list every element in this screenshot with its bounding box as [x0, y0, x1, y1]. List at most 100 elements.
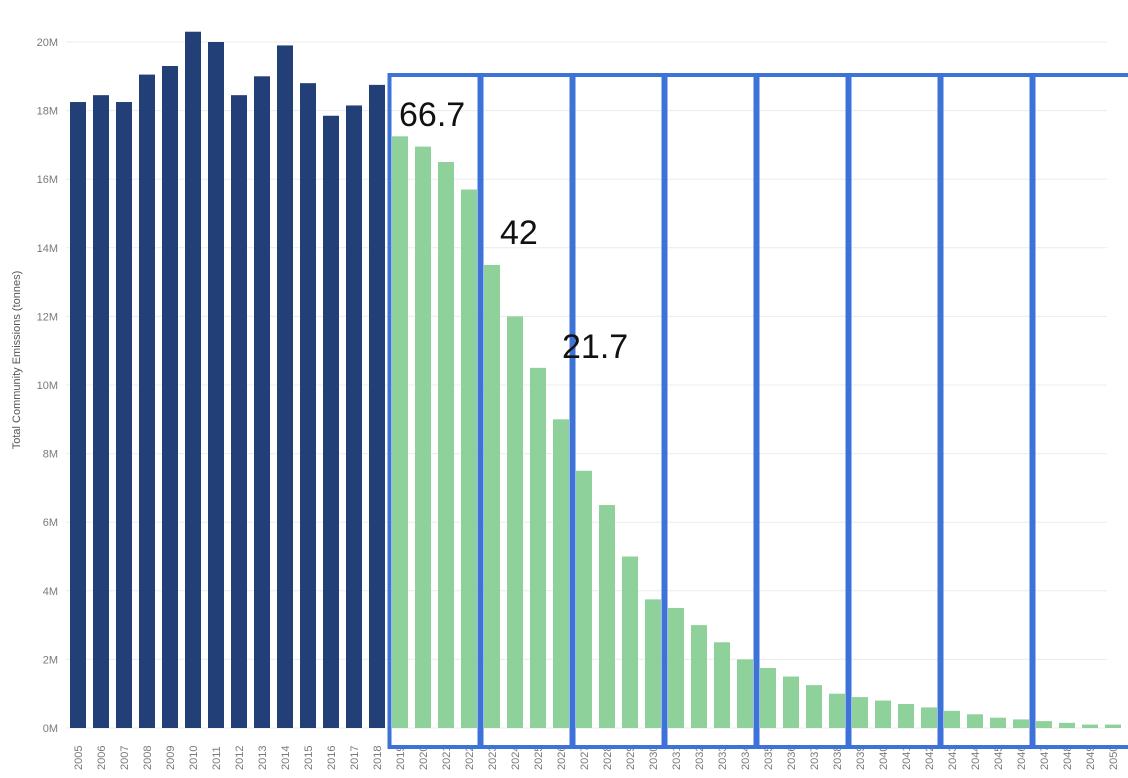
bar-2016 [323, 115, 339, 729]
period-box [847, 73, 942, 749]
y-tick-label: 2M [43, 654, 58, 666]
bar-2021 [438, 162, 454, 729]
x-tick-label: 2037 [809, 746, 821, 770]
bar-2025 [530, 367, 546, 728]
x-tick-label: 2013 [257, 746, 269, 770]
bar-2049 [1082, 724, 1098, 728]
x-tick-label: 2027 [579, 746, 591, 770]
bar-2044 [967, 714, 983, 728]
bar-2013 [254, 76, 270, 729]
bar-2036 [783, 676, 799, 728]
period-box [939, 73, 1034, 749]
bar-2020 [415, 146, 431, 729]
x-tick-label: 2045 [993, 746, 1005, 770]
x-tick-label: 2024 [510, 746, 522, 770]
y-tick-label: 14M [37, 243, 58, 255]
x-tick-label: 2017 [349, 746, 361, 770]
bar-2042 [921, 707, 937, 728]
x-tick-label: 2048 [1062, 746, 1074, 770]
bar-2040 [875, 700, 891, 728]
bar-2043 [944, 710, 960, 728]
y-tick-label: 6M [43, 517, 58, 529]
bar-2011 [208, 42, 224, 728]
y-tick-label: 20M [37, 37, 58, 49]
bar-2038 [829, 693, 845, 728]
x-tick-label: 2019 [395, 746, 407, 770]
y-tick-label: 0M [43, 723, 58, 735]
x-tick-label: 2025 [533, 746, 545, 770]
bar-2047 [1036, 721, 1052, 728]
bar-2041 [898, 703, 914, 728]
bar-2031 [668, 607, 684, 728]
x-tick-label: 2030 [648, 746, 660, 770]
x-tick-label: 2028 [602, 746, 614, 770]
bar-2048 [1059, 722, 1075, 728]
x-tick-label: 2026 [556, 746, 568, 770]
x-tick-label: 2031 [671, 746, 683, 770]
x-tick-label: 2039 [855, 746, 867, 770]
x-tick-label: 2008 [142, 746, 154, 770]
x-tick-label: 2034 [740, 746, 752, 770]
bar-2050 [1105, 724, 1121, 728]
bar-2029 [622, 556, 638, 728]
bar-2045 [990, 717, 1006, 728]
bar-2018 [369, 84, 385, 728]
bar-2022 [461, 189, 477, 729]
x-tick-label: 2050 [1108, 746, 1120, 770]
x-tick-label: 2032 [694, 746, 706, 770]
y-tick-label: 4M [43, 586, 58, 598]
bar-2006 [93, 95, 109, 729]
x-tick-label: 2022 [464, 746, 476, 770]
bar-2028 [599, 505, 615, 728]
x-tick-label: 2046 [1016, 746, 1028, 770]
x-tick-label: 2041 [901, 746, 913, 770]
x-tick-label: 2012 [234, 746, 246, 770]
x-tick-label: 2006 [96, 746, 108, 770]
x-tick-label: 2040 [878, 746, 890, 770]
annotation-2027-2030: 21.7 [562, 328, 628, 366]
bar-2023 [484, 264, 500, 728]
bars [70, 31, 1121, 729]
period-box [1031, 73, 1128, 749]
bar-2009 [162, 66, 178, 728]
y-tick-label: 18M [37, 106, 58, 118]
bar-2007 [116, 102, 132, 728]
y-axis-ticks: 0M 2M 4M 6M 8M 10M 12M 14M 16M 18M 20M [37, 37, 58, 735]
y-tick-label: 10M [37, 380, 58, 392]
x-tick-label: 2009 [165, 746, 177, 770]
bar-2032 [691, 625, 707, 728]
bar-2015 [300, 83, 316, 728]
x-tick-label: 2023 [487, 746, 499, 770]
x-tick-label: 2015 [303, 746, 315, 770]
x-tick-label: 2043 [947, 746, 959, 770]
x-tick-label: 2007 [119, 746, 131, 770]
bar-2010 [185, 31, 201, 728]
bar-2046 [1013, 719, 1029, 728]
bar-2017 [346, 105, 362, 728]
bar-2014 [277, 45, 293, 729]
y-tick-label: 8M [43, 449, 58, 461]
x-tick-label: 2044 [970, 746, 982, 770]
bar-2005 [70, 102, 86, 728]
bar-2030 [645, 599, 661, 728]
bar-2035 [760, 667, 776, 728]
x-tick-label: 2038 [832, 746, 844, 770]
bar-2034 [737, 659, 753, 728]
bar-2019 [392, 136, 408, 728]
bar-2008 [139, 74, 155, 728]
x-tick-label: 2047 [1039, 746, 1051, 770]
bar-2024 [507, 316, 523, 728]
x-tick-label: 2035 [763, 746, 775, 770]
x-tick-label: 2036 [786, 746, 798, 770]
annotation-2023-2026: 42 [500, 214, 538, 252]
annotation-2019-2022: 66.7 [399, 96, 465, 134]
y-axis-label: Total Community Emissions (tonnes) [11, 271, 23, 450]
x-tick-label: 2011 [211, 746, 223, 770]
x-axis-ticks: 2005 2006 2007 2008 2009 2010 2011 2012 2013 2014… [73, 746, 1120, 770]
x-tick-label: 2016 [326, 746, 338, 770]
x-tick-label: 2010 [188, 746, 200, 770]
bar-2039 [852, 697, 868, 728]
bar-2027 [576, 470, 592, 728]
period-boxes [387, 73, 1128, 749]
